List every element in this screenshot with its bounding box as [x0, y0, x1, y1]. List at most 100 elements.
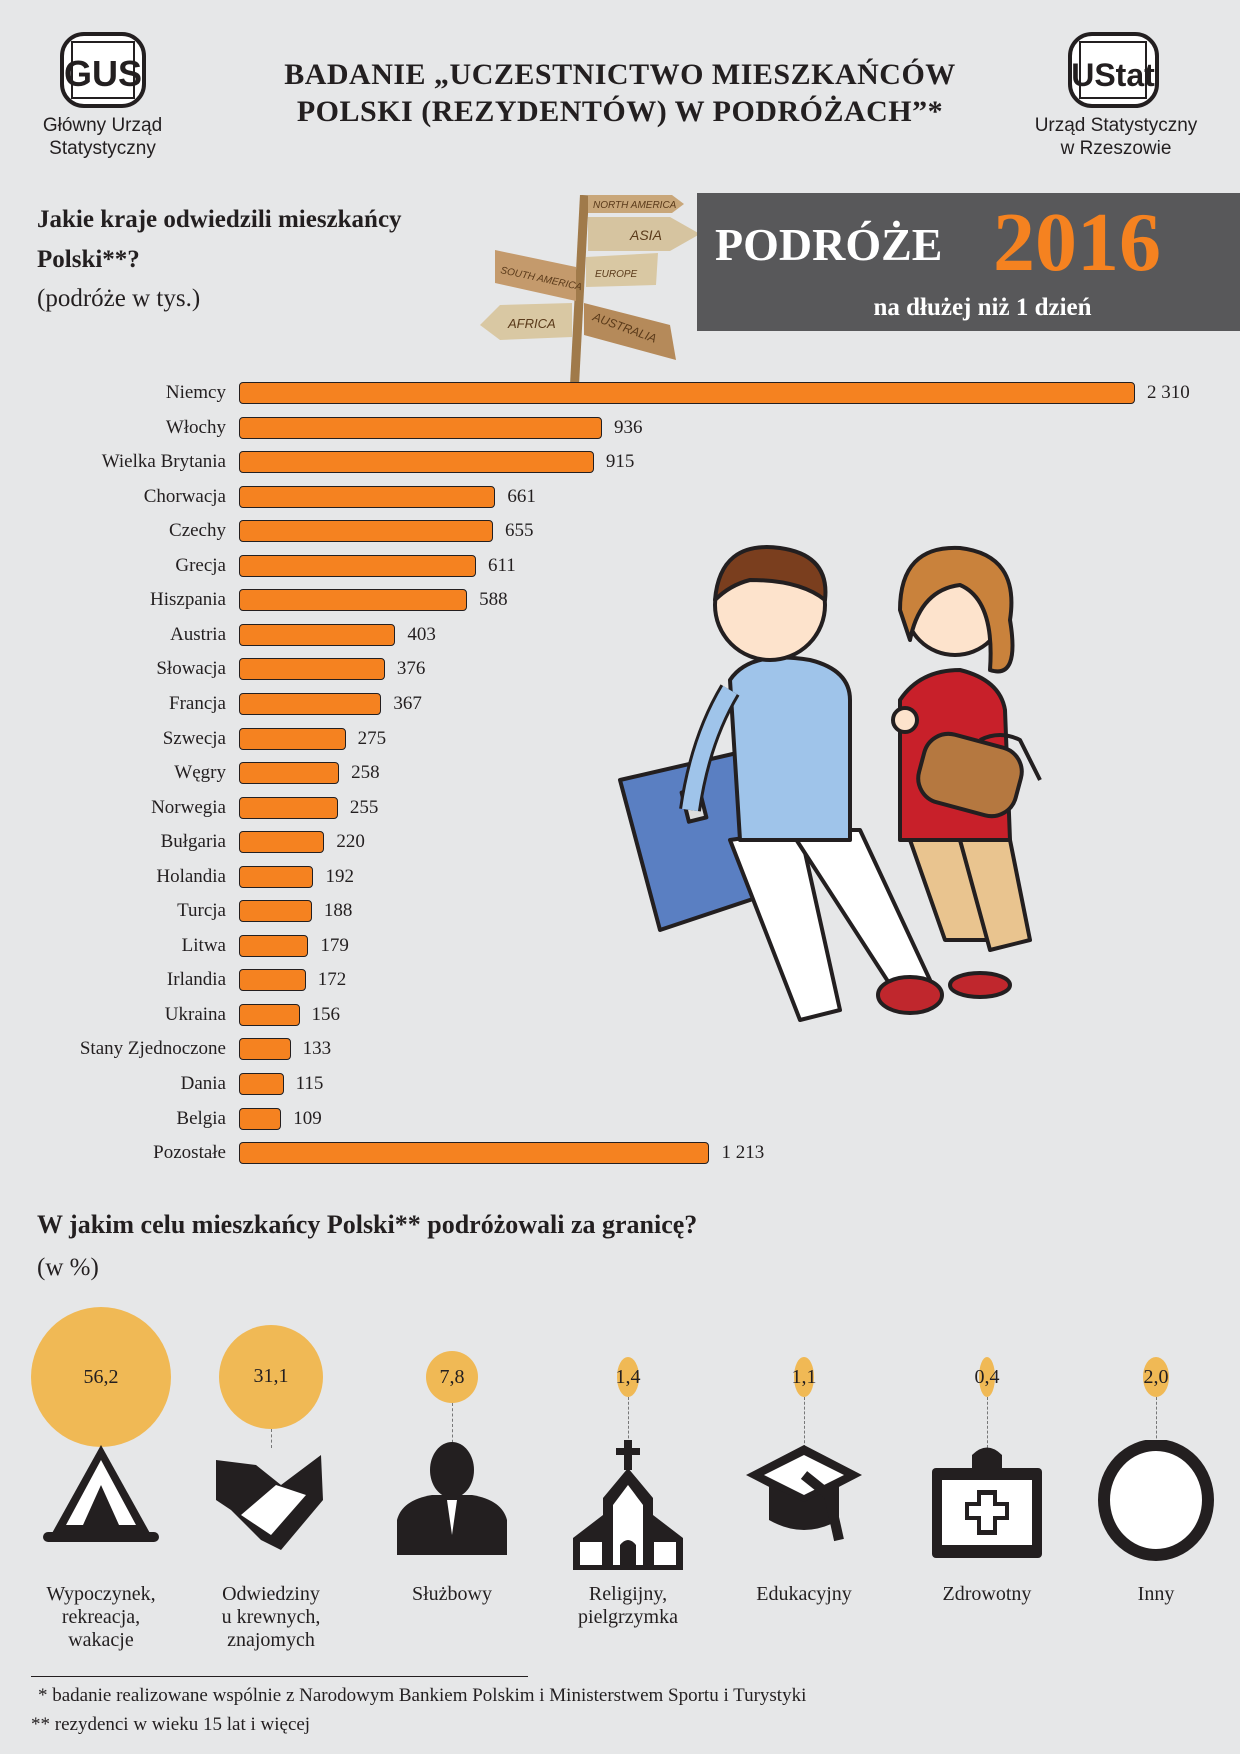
bar-label: Bułgaria — [160, 831, 226, 853]
caption-line: Statystyczny — [49, 138, 156, 159]
bar — [239, 796, 338, 819]
bar-value-label: 220 — [336, 831, 365, 853]
bubble-value: 31,1 — [253, 1365, 289, 1388]
bar — [239, 1038, 291, 1061]
bar — [239, 831, 325, 854]
bar-value-label: 109 — [293, 1107, 322, 1129]
purpose-label-line: Edukacyjny — [756, 1583, 852, 1605]
purpose-label-line: Odwiedziny — [222, 1583, 320, 1605]
bubble-value: 56,2 — [83, 1365, 119, 1388]
bar-label: Chorwacja — [143, 485, 226, 507]
bar-label: Norwegia — [151, 796, 226, 818]
value-bubble: 56,2 — [31, 1307, 171, 1447]
purpose-label: Zdrowotny — [907, 1583, 1067, 1606]
bar — [239, 520, 494, 543]
bar — [239, 934, 309, 957]
svg-text:GUS: GUS — [64, 53, 142, 94]
connector-line — [452, 1403, 453, 1448]
circle-icon — [1098, 1440, 1214, 1561]
bar — [239, 451, 594, 474]
purpose-label-line: wakacje — [68, 1629, 134, 1651]
bar — [239, 865, 314, 888]
bar — [239, 623, 396, 646]
connector-line — [628, 1397, 629, 1448]
purpose-label-line: Religijny, — [588, 1583, 668, 1605]
bar — [239, 1107, 282, 1130]
footnote-1: * badanie realizowane wspólnie z Narodow… — [38, 1685, 807, 1706]
bubble-value: 0,4 — [974, 1365, 1000, 1388]
chart-title-line: Polski**? — [37, 246, 140, 273]
bar-label: Niemcy — [165, 382, 226, 403]
title-line: POLSKI (REZYDENTÓW) W PODRÓŻACH”* — [296, 95, 944, 128]
bar-value-label: 661 — [507, 485, 536, 507]
sign-north-america: NORTH AMERICA — [593, 200, 677, 211]
bar — [239, 762, 340, 785]
caption-line: Urząd Statystyczny — [1034, 115, 1198, 136]
bar-label: Ukraina — [164, 1003, 226, 1025]
bar-value-label: 275 — [357, 727, 387, 749]
bubble-value: 1,1 — [791, 1365, 817, 1388]
tent-icon — [43, 1445, 159, 1542]
bar-label: Grecja — [175, 554, 226, 576]
purpose-label-line: znajomych — [227, 1629, 315, 1651]
bar-value-label: 367 — [393, 692, 422, 714]
value-bubble: 7,8 — [425, 1350, 479, 1404]
bar-value-label: 376 — [396, 658, 426, 680]
bar-label: Czechy — [169, 520, 226, 542]
connector-line — [987, 1397, 988, 1448]
footnote-2: ** rezydenci w wieku 15 lat i więcej — [31, 1714, 311, 1735]
bar-label: Austria — [170, 623, 226, 645]
value-bubble: 31,1 — [218, 1324, 324, 1430]
bar-label: Irlandia — [166, 969, 226, 991]
footnote-divider — [31, 1676, 528, 1677]
purpose-title: W jakim celu mieszkańcy Polski** podróżo… — [37, 1210, 698, 1239]
graduation-cap-icon — [746, 1445, 862, 1542]
bar-value-label: 611 — [487, 554, 516, 576]
caption-line: w Rzeszowie — [1060, 138, 1172, 159]
value-bubble: 1,1 — [791, 1357, 817, 1397]
value-bubble: 0,4 — [975, 1357, 1000, 1397]
bar-value-label: 2 310 — [1147, 382, 1190, 403]
bar — [239, 416, 603, 439]
purpose-label-line: Służbowy — [412, 1583, 492, 1605]
value-bubble: 2,0 — [1142, 1357, 1170, 1397]
bar-label: Węgry — [174, 762, 226, 784]
bubble-value: 1,4 — [615, 1365, 641, 1388]
gus-logo: GUS — [58, 30, 148, 110]
bar-label: Belgia — [176, 1107, 226, 1129]
purpose-label: Edukacyjny — [724, 1583, 884, 1606]
chart-subtitle: (podróże w tys.) — [37, 285, 201, 312]
bar — [239, 485, 496, 508]
bar-value-label: 133 — [302, 1038, 332, 1060]
first-aid-kit-icon — [932, 1447, 1042, 1558]
sign-europe: EUROPE — [595, 269, 638, 280]
bar-value-label: 915 — [605, 451, 635, 473]
bar-value-label: 655 — [505, 520, 534, 542]
bar-value-label: 115 — [295, 1073, 324, 1094]
bar-label: Stany Zjednoczone — [79, 1038, 226, 1060]
bar — [239, 1142, 710, 1165]
bar — [239, 727, 346, 750]
connector-line — [1156, 1397, 1157, 1448]
purpose-label: Służbowy — [372, 1583, 532, 1606]
bar — [239, 969, 306, 992]
sign-africa: AFRICA — [507, 316, 556, 331]
bar-label: Litwa — [181, 934, 226, 956]
connector-line — [271, 1429, 272, 1448]
bar-label: Hiszpania — [150, 589, 226, 611]
ustat-caption: Urząd Statystyczny w Rzeszowie — [1032, 114, 1200, 160]
bar — [239, 900, 312, 923]
bar-label: Holandia — [156, 865, 226, 887]
banner-word: PODRÓŻE — [715, 219, 943, 270]
page-title: BADANIE „UCZESTNICTWO MIESZKAŃCÓW POLSKI… — [212, 56, 1028, 130]
purpose-label: Religijny, pielgrzymka — [548, 1583, 708, 1629]
bar-label: Dania — [180, 1073, 226, 1094]
bar — [239, 692, 382, 715]
bar-value-label: 179 — [320, 934, 349, 956]
bar — [239, 382, 1135, 404]
gus-caption: Główny Urząd Statystyczny — [20, 114, 185, 160]
businessman-icon — [397, 1442, 507, 1555]
purpose-label-line: Inny — [1137, 1583, 1175, 1605]
sign-asia: ASIA — [629, 227, 662, 243]
bar-value-label: 156 — [311, 1003, 341, 1025]
